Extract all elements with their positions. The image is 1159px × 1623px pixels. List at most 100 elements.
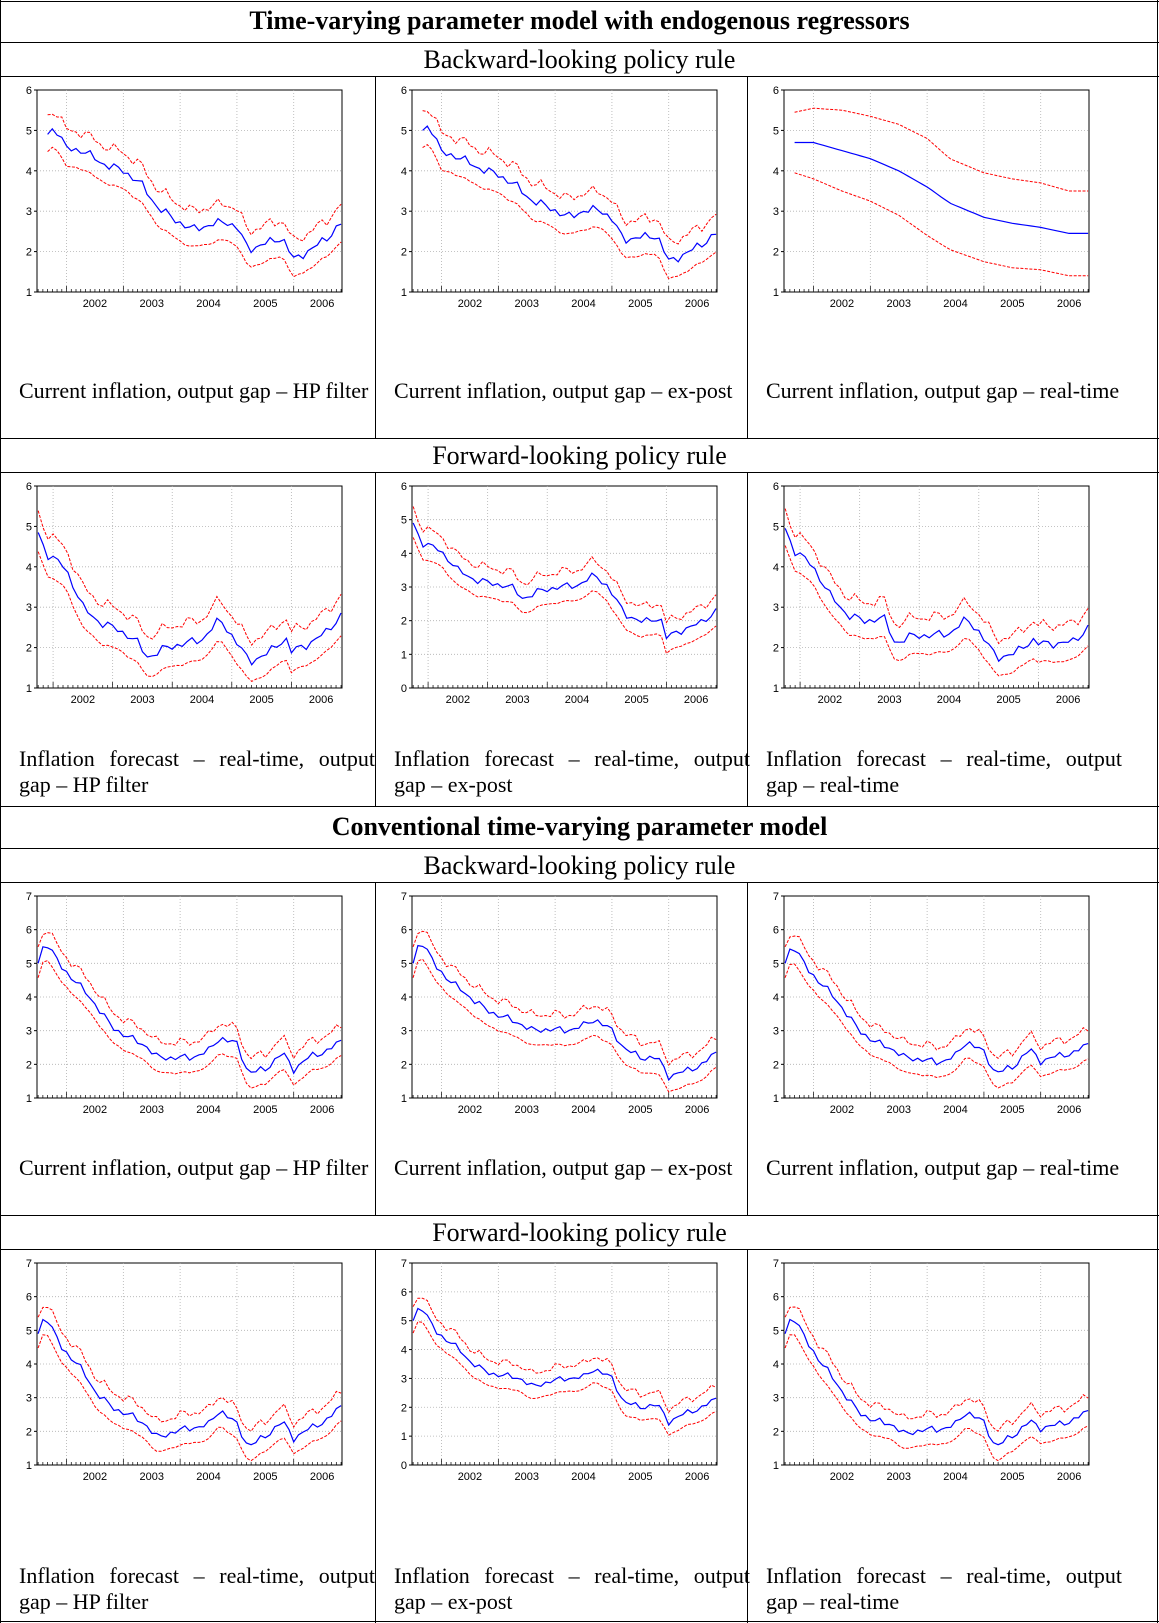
table-rule <box>0 1621 1159 1622</box>
x-tick-label: 2004 <box>943 1104 967 1116</box>
y-tick-label: 6 <box>401 85 407 97</box>
x-tick-label: 2002 <box>446 694 470 706</box>
panel-caption: Inflation forecast – real-time, output g… <box>19 746 375 797</box>
x-tick-label: 2006 <box>685 1104 709 1116</box>
plot-frame <box>783 89 1090 293</box>
x-tick-label: 2004 <box>943 298 967 310</box>
row-label: Backward-looking policy rule <box>423 851 736 880</box>
chart-3: 1 2 3 4 5 6 2002 2003 2004 2005 2006 <box>26 481 343 706</box>
y-tick-label: 4 <box>401 992 407 1004</box>
table-rule <box>0 806 1159 807</box>
y-tick-label: 7 <box>401 1258 407 1270</box>
upper-band-line <box>412 506 717 624</box>
lower-band-line <box>422 143 717 280</box>
panel-caption: Inflation forecast – real-time, output g… <box>394 746 750 797</box>
y-tick-label: 6 <box>401 481 407 493</box>
x-tick-label: 2004 <box>943 1471 967 1483</box>
upper-band-line <box>412 930 717 1067</box>
chart-panel: 1 2 3 4 5 6 7 2002 2003 2004 2005 2006 Current infla… <box>747 882 1133 1215</box>
chart-0: 1 2 3 4 5 6 2002 2003 2004 2005 2006 <box>26 85 343 310</box>
x-tick-label: 2002 <box>458 1471 482 1483</box>
upper-band-line <box>37 1306 342 1432</box>
x-tick-label: 2003 <box>139 1104 163 1116</box>
y-tick-label: 7 <box>26 1258 32 1270</box>
y-tick-label: 6 <box>773 925 779 937</box>
chart-4: 0 1 2 3 4 5 6 2002 2003 2004 2005 2006 <box>401 481 718 706</box>
y-tick-label: 1 <box>401 1093 407 1105</box>
y-tick-label: 3 <box>773 1026 779 1038</box>
panel-caption: Current inflation, output gap – ex-post <box>394 378 733 403</box>
y-tick-label: 2 <box>401 1402 407 1414</box>
y-tick-label: 3 <box>26 206 32 218</box>
y-tick-label: 2 <box>401 1059 407 1071</box>
y-tick-label: 2 <box>401 247 407 259</box>
x-tick-label: 2004 <box>190 694 214 706</box>
x-tick-label: 2004 <box>571 298 595 310</box>
lower-band-line <box>47 146 342 278</box>
y-tick-label: 6 <box>26 1292 32 1304</box>
y-tick-label: 3 <box>773 206 779 218</box>
lower-band-line <box>784 963 1089 1089</box>
lower-band-line <box>37 551 342 683</box>
section-title: Time-varying parameter model with endoge… <box>249 6 910 35</box>
upper-band-line <box>784 1306 1089 1432</box>
lower-band-line <box>794 172 1089 277</box>
y-tick-label: 6 <box>401 1287 407 1299</box>
y-tick-label: 3 <box>26 1393 32 1405</box>
y-tick-label: 1 <box>401 1431 407 1443</box>
y-tick-label: 5 <box>773 125 779 137</box>
chart-panel: 1 2 3 4 5 6 7 2002 2003 2004 2005 2006 Inflation for… <box>0 1249 386 1623</box>
upper-band-line <box>784 508 1089 645</box>
estimate-line <box>412 522 717 640</box>
x-tick-label: 2005 <box>253 298 277 310</box>
panel-caption: Current inflation, output gap – HP filte… <box>19 378 369 403</box>
y-tick-label: 5 <box>773 958 779 970</box>
y-tick-label: 1 <box>773 287 779 299</box>
x-tick-label: 2003 <box>130 694 154 706</box>
table-rule <box>0 438 1159 439</box>
chart-8: 1 2 3 4 5 6 7 2002 2003 2004 2005 2006 <box>773 891 1090 1116</box>
y-tick-label: 7 <box>401 891 407 903</box>
x-tick-label: 2002 <box>83 1104 107 1116</box>
x-tick-label: 2003 <box>514 1104 538 1116</box>
x-tick-label: 2006 <box>310 298 334 310</box>
x-tick-label: 2005 <box>628 1471 652 1483</box>
plot-frame <box>36 485 343 689</box>
upper-band-line <box>784 935 1089 1059</box>
y-tick-label: 3 <box>401 1373 407 1385</box>
x-tick-label: 2003 <box>514 1471 538 1483</box>
chart-panel: 1 2 3 4 5 6 2002 2003 2004 2005 2006 Inflation fore… <box>0 472 386 806</box>
y-tick-label: 1 <box>26 683 32 695</box>
lower-band-line <box>784 1334 1089 1462</box>
estimate-line <box>794 141 1089 234</box>
x-tick-label: 2006 <box>310 1471 334 1483</box>
chart-9: 1 2 3 4 5 6 7 2002 2003 2004 2005 2006 <box>26 1258 343 1483</box>
chart-11: 1 2 3 4 5 6 7 2002 2003 2004 2005 2006 <box>773 1258 1090 1483</box>
x-tick-label: 2006 <box>684 694 708 706</box>
plot-frame <box>411 89 718 293</box>
chart-panel: 0 1 2 3 4 5 6 2002 2003 2004 2005 2006 Inflation for… <box>375 472 761 806</box>
chart-panel: 1 2 3 4 5 6 2002 2003 2004 2005 2006 Inflation fore… <box>747 472 1133 806</box>
estimate-line <box>784 948 1089 1073</box>
upper-band-line <box>422 110 717 245</box>
y-tick-label: 1 <box>26 1093 32 1105</box>
y-tick-label: 4 <box>401 166 407 178</box>
estimate-line <box>784 1318 1089 1446</box>
estimate-line <box>37 946 342 1075</box>
table-rule <box>375 1249 376 1623</box>
x-tick-label: 2006 <box>1057 1471 1081 1483</box>
y-tick-label: 4 <box>26 166 32 178</box>
x-tick-label: 2002 <box>71 694 95 706</box>
x-tick-label: 2002 <box>830 298 854 310</box>
y-tick-label: 3 <box>773 1393 779 1405</box>
estimate-line <box>784 528 1089 663</box>
y-tick-label: 7 <box>773 891 779 903</box>
chart-panel: 1 2 3 4 5 6 2002 2003 2004 2005 2006 Current inflat… <box>0 76 386 438</box>
panel-caption: Inflation forecast – real-time, output g… <box>766 746 1122 797</box>
y-tick-label: 3 <box>401 1026 407 1038</box>
x-tick-label: 2005 <box>996 694 1020 706</box>
x-tick-label: 2006 <box>1057 1104 1081 1116</box>
x-tick-label: 2005 <box>628 1104 652 1116</box>
y-tick-label: 0 <box>401 683 407 695</box>
table-rule <box>0 882 1159 883</box>
